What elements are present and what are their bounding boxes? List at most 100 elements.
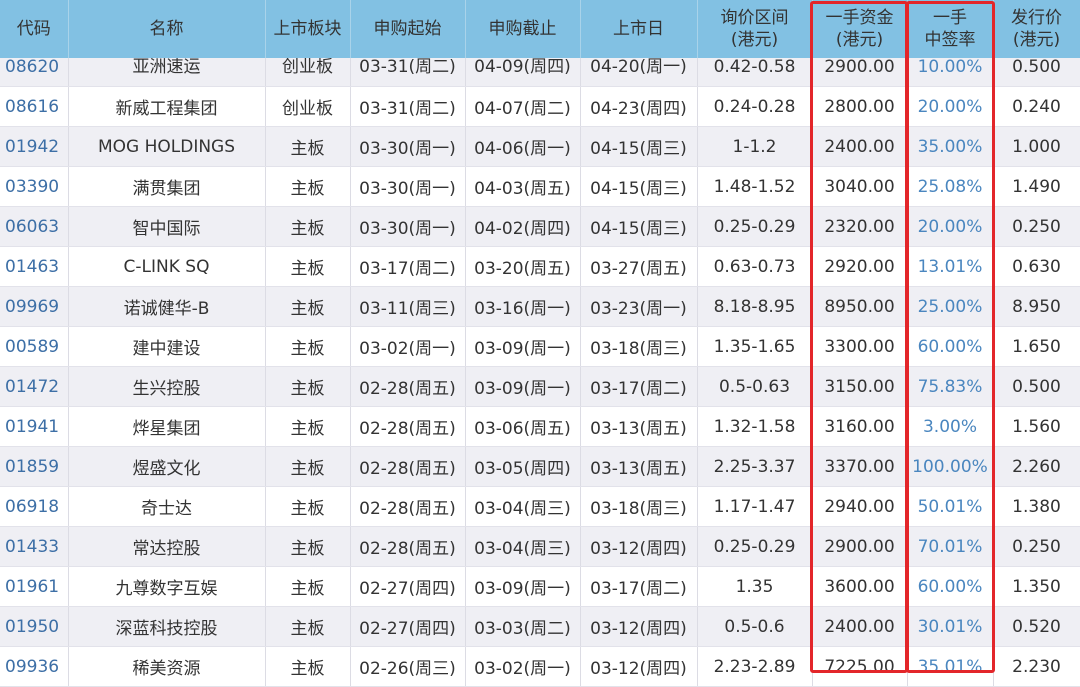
win-rate-cell: 25.00%: [907, 286, 994, 327]
header-unit: (港元): [730, 30, 779, 50]
issue-price-cell: 0.240: [993, 86, 1080, 127]
table-row[interactable]: 06063 智中国际 主板 03-30(周一) 04-02(周四) 04-15(周三) 0.…: [0, 206, 1080, 247]
header-label: 询价区间: [720, 8, 789, 28]
code-cell[interactable]: 01859: [0, 446, 69, 487]
sub-start-cell: 02-27(周四): [350, 566, 466, 607]
table-row[interactable]: 01463 C-LINK SQ 主板 03-17(周二) 03-20(周五) 03-27(…: [0, 246, 1080, 287]
price-range-cell: 0.5-0.6: [697, 606, 813, 647]
header-code[interactable]: 代码: [0, 0, 69, 58]
win-rate-cell: 75.83%: [907, 366, 994, 407]
sub-start-cell: 03-11(周三): [350, 286, 466, 327]
issue-price-cell: 8.950: [993, 286, 1080, 327]
header-name[interactable]: 名称: [68, 0, 266, 58]
header-lot-cost[interactable]: 一手资金 (港元): [812, 0, 908, 58]
table-row[interactable]: 00589 建中建设 主板 03-02(周一) 03-09(周一) 03-18(周三) 1.…: [0, 326, 1080, 367]
code-cell[interactable]: 03390: [0, 166, 69, 207]
header-label: 中签率: [924, 30, 976, 50]
header-issue-price[interactable]: 发行价 (港元): [993, 0, 1080, 58]
code-cell[interactable]: 06063: [0, 206, 69, 247]
code-cell[interactable]: 09969: [0, 286, 69, 327]
name-cell: 深蓝科技控股: [68, 606, 266, 647]
listing-cell: 04-15(周三): [580, 206, 698, 247]
header-listing[interactable]: 上市日: [580, 0, 698, 58]
header-board[interactable]: 上市板块: [265, 0, 351, 58]
listing-cell: 03-18(周三): [580, 486, 698, 527]
price-range-cell: 1.35-1.65: [697, 326, 813, 367]
code-cell[interactable]: 01942: [0, 126, 69, 167]
name-cell: 九尊数字互娱: [68, 566, 266, 607]
table-row[interactable]: 01859 煜盛文化 主板 02-28(周五) 03-05(周四) 03-13(周五) 2.…: [0, 446, 1080, 487]
price-range-cell: 2.23-2.89: [697, 646, 813, 687]
code-cell[interactable]: 01950: [0, 606, 69, 647]
name-cell: 烨星集团: [68, 406, 266, 447]
header-label: 申购截止: [488, 19, 557, 39]
lot-cost-cell: 3040.00: [812, 166, 908, 207]
code-cell[interactable]: 09936: [0, 646, 69, 687]
lot-cost-cell: 2940.00: [812, 486, 908, 527]
code-cell[interactable]: 01961: [0, 566, 69, 607]
table-row[interactable]: 01950 深蓝科技控股 主板 02-27(周四) 03-03(周二) 03-12(周四)…: [0, 606, 1080, 647]
win-rate-cell: 60.00%: [907, 326, 994, 367]
lot-cost-cell: 8950.00: [812, 286, 908, 327]
header-win-rate[interactable]: 一手 中签率: [907, 0, 994, 58]
listing-cell: 03-12(周四): [580, 646, 698, 687]
board-cell: 主板: [265, 566, 351, 607]
table-row[interactable]: 08620 亚洲速运 创业板 03-31(周二) 04-09(周四) 04-20(周一) 0…: [0, 58, 1080, 87]
sub-start-cell: 03-31(周二): [350, 58, 466, 87]
issue-price-cell: 1.650: [993, 326, 1080, 367]
name-cell: 亚洲速运: [68, 58, 266, 87]
issue-price-cell: 2.230: [993, 646, 1080, 687]
code-cell[interactable]: 08616: [0, 86, 69, 127]
price-range-cell: 0.5-0.63: [697, 366, 813, 407]
win-rate-cell: 10.00%: [907, 58, 994, 87]
board-cell: 主板: [265, 326, 351, 367]
header-sub-end[interactable]: 申购截止: [465, 0, 581, 58]
table-row[interactable]: 01433 常达控股 主板 02-28(周五) 03-04(周三) 03-12(周四) 0.…: [0, 526, 1080, 567]
name-cell: 常达控股: [68, 526, 266, 567]
board-cell: 创业板: [265, 86, 351, 127]
table-row[interactable]: 01942 MOG HOLDINGS 主板 03-30(周一) 04-06(周一) 04-…: [0, 126, 1080, 167]
sub-start-cell: 03-17(周二): [350, 246, 466, 287]
header-sub-start[interactable]: 申购起始: [350, 0, 466, 58]
code-cell[interactable]: 01433: [0, 526, 69, 567]
table-row[interactable]: 09969 诺诚健华-B 主板 03-11(周三) 03-16(周一) 03-23(周一)…: [0, 286, 1080, 327]
header-unit: (港元): [1012, 30, 1061, 50]
code-cell[interactable]: 01941: [0, 406, 69, 447]
listing-cell: 04-15(周三): [580, 166, 698, 207]
name-cell: 诺诚健华-B: [68, 286, 266, 327]
table-row[interactable]: 09936 稀美资源 主板 02-26(周三) 03-02(周一) 03-12(周四) 2.…: [0, 646, 1080, 687]
listing-cell: 04-20(周一): [580, 58, 698, 87]
header-price-range[interactable]: 询价区间 (港元): [697, 0, 813, 58]
issue-price-cell: 1.380: [993, 486, 1080, 527]
name-cell: 建中建设: [68, 326, 266, 367]
header-row: 代码 名称 上市板块 申购起始 申购截止 上市日 询价区间 (港元) 一手资金 (港…: [0, 0, 1080, 58]
code-cell[interactable]: 00589: [0, 326, 69, 367]
listing-cell: 03-17(周二): [580, 366, 698, 407]
price-range-cell: 0.42-0.58: [697, 58, 813, 87]
table-row[interactable]: 08616 新威工程集团 创业板 03-31(周二) 04-07(周二) 04-23(周四…: [0, 86, 1080, 127]
board-cell: 主板: [265, 286, 351, 327]
code-cell[interactable]: 01463: [0, 246, 69, 287]
name-cell: C-LINK SQ: [68, 246, 266, 287]
win-rate-cell: 35.01%: [907, 646, 994, 687]
table-row[interactable]: 01472 生兴控股 主板 02-28(周五) 03-09(周一) 03-17(周二) 0.…: [0, 366, 1080, 407]
sub-end-cell: 04-07(周二): [465, 86, 581, 127]
lot-cost-cell: 3150.00: [812, 366, 908, 407]
win-rate-cell: 50.01%: [907, 486, 994, 527]
listing-cell: 03-12(周四): [580, 606, 698, 647]
code-cell[interactable]: 08620: [0, 58, 69, 87]
code-cell[interactable]: 01472: [0, 366, 69, 407]
table-row[interactable]: 01941 烨星集团 主板 02-28(周五) 03-06(周五) 03-13(周五) 1.…: [0, 406, 1080, 447]
code-cell[interactable]: 06918: [0, 486, 69, 527]
table-row[interactable]: 03390 满贯集团 主板 03-30(周一) 04-03(周五) 04-15(周三) 1.…: [0, 166, 1080, 207]
header-label: 代码: [16, 19, 51, 39]
win-rate-cell: 100.00%: [907, 446, 994, 487]
listing-cell: 03-27(周五): [580, 246, 698, 287]
table-row[interactable]: 01961 九尊数字互娱 主板 02-27(周四) 03-09(周一) 03-17(周二)…: [0, 566, 1080, 607]
header-label: 申购起始: [373, 19, 442, 39]
board-cell: 主板: [265, 206, 351, 247]
table-row[interactable]: 06918 奇士达 主板 02-28(周五) 03-04(周三) 03-18(周三) 1.1…: [0, 486, 1080, 527]
sub-start-cell: 03-31(周二): [350, 86, 466, 127]
price-range-cell: 1.17-1.47: [697, 486, 813, 527]
board-cell: 主板: [265, 246, 351, 287]
